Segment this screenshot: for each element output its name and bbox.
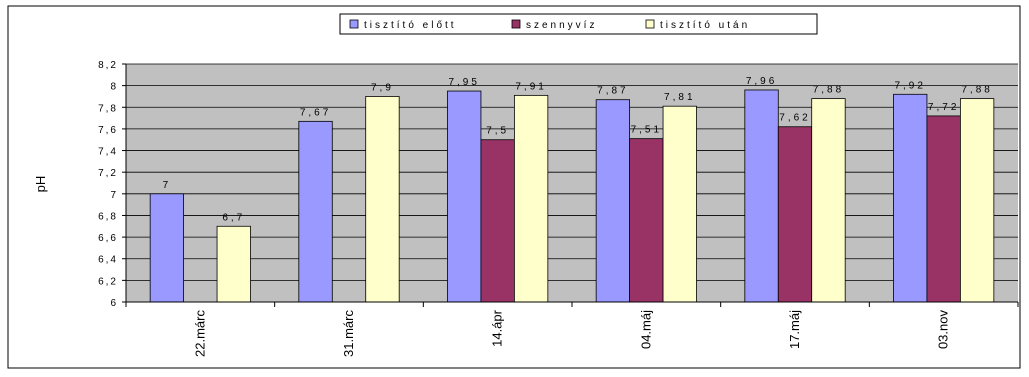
data-label: 7,87	[597, 86, 628, 97]
y-tick-label: 6,2	[98, 276, 118, 287]
legend: tisztító előtt szennyvíz tisztító után	[339, 13, 818, 35]
data-labels: 7 6,7 7,67 7,9 7,95 7,5 7,91 7,87 7,51 7,81 7,96 7,…	[163, 76, 992, 223]
x-tick-label: 04.máj	[638, 310, 653, 349]
data-label: 7,96	[746, 76, 777, 87]
bar	[926, 115, 961, 303]
legend-item-1: tisztító előtt	[349, 19, 457, 31]
y-tick-label: 8,2	[98, 60, 118, 71]
bar	[777, 126, 813, 303]
y-tick-label: 6,4	[98, 255, 118, 266]
legend-swatch	[349, 19, 359, 29]
legend-item-2: szennyvíz	[511, 19, 597, 31]
x-tick-label: 17.máj	[787, 310, 802, 349]
y-tick-label: 7,4	[98, 147, 118, 158]
data-label: 7,81	[664, 92, 695, 103]
y-tick-label: 6,6	[98, 233, 118, 244]
bar	[513, 94, 549, 303]
bar	[298, 120, 333, 303]
bar	[216, 225, 251, 303]
x-tick-label: 03.nov	[936, 310, 951, 350]
bar	[959, 98, 995, 303]
x-tick-label: 31.márc	[341, 310, 356, 357]
data-label: 6,7	[222, 212, 245, 223]
legend-label: tisztító után	[660, 20, 750, 31]
bar	[365, 96, 400, 303]
x-tick-label: 14.ápr	[490, 309, 505, 347]
legend-swatch	[511, 19, 521, 29]
bar	[480, 139, 515, 303]
legend-box	[339, 13, 818, 35]
data-label: 7,88	[813, 85, 844, 96]
bars	[149, 89, 995, 303]
data-label: 7,62	[779, 113, 810, 124]
data-label: 7,5	[486, 126, 509, 137]
y-tick-label: 7,8	[98, 103, 118, 114]
bar	[595, 99, 631, 303]
plot-area	[126, 64, 1018, 302]
y-axis-title: pH	[33, 176, 48, 193]
bar	[811, 98, 846, 303]
x-axis: 22.márc 31.márc 14.ápr 04.máj 17.máj 03.nov	[125, 302, 1019, 357]
bar	[629, 138, 664, 303]
bar	[149, 193, 185, 303]
data-label: 7,92	[894, 80, 925, 91]
y-tick-label: 7	[110, 190, 118, 201]
y-tick-label: 8	[110, 82, 118, 93]
data-label: 7,51	[631, 125, 662, 136]
bar	[893, 93, 928, 303]
bar	[744, 89, 779, 303]
y-tick-label: 6,8	[98, 211, 118, 222]
y-tick-label: 7,6	[98, 125, 118, 136]
data-label: 7	[163, 180, 172, 191]
bar	[662, 105, 697, 303]
legend-item-3: tisztító után	[645, 19, 750, 31]
data-label: 7,95	[448, 77, 479, 88]
data-label: 7,9	[371, 82, 394, 93]
data-label: 7,91	[515, 81, 546, 92]
x-tick-label: 22.márc	[192, 310, 207, 357]
y-tick-label: 6	[110, 298, 118, 309]
legend-label: szennyvíz	[526, 20, 597, 31]
legend-label: tisztító előtt	[364, 20, 457, 31]
y-tick-label: 7,2	[98, 168, 118, 179]
legend-swatch	[645, 19, 655, 29]
data-label: 7,72	[928, 102, 959, 113]
data-label: 7,88	[961, 85, 992, 96]
bar	[447, 90, 482, 303]
data-label: 7,67	[300, 107, 331, 118]
